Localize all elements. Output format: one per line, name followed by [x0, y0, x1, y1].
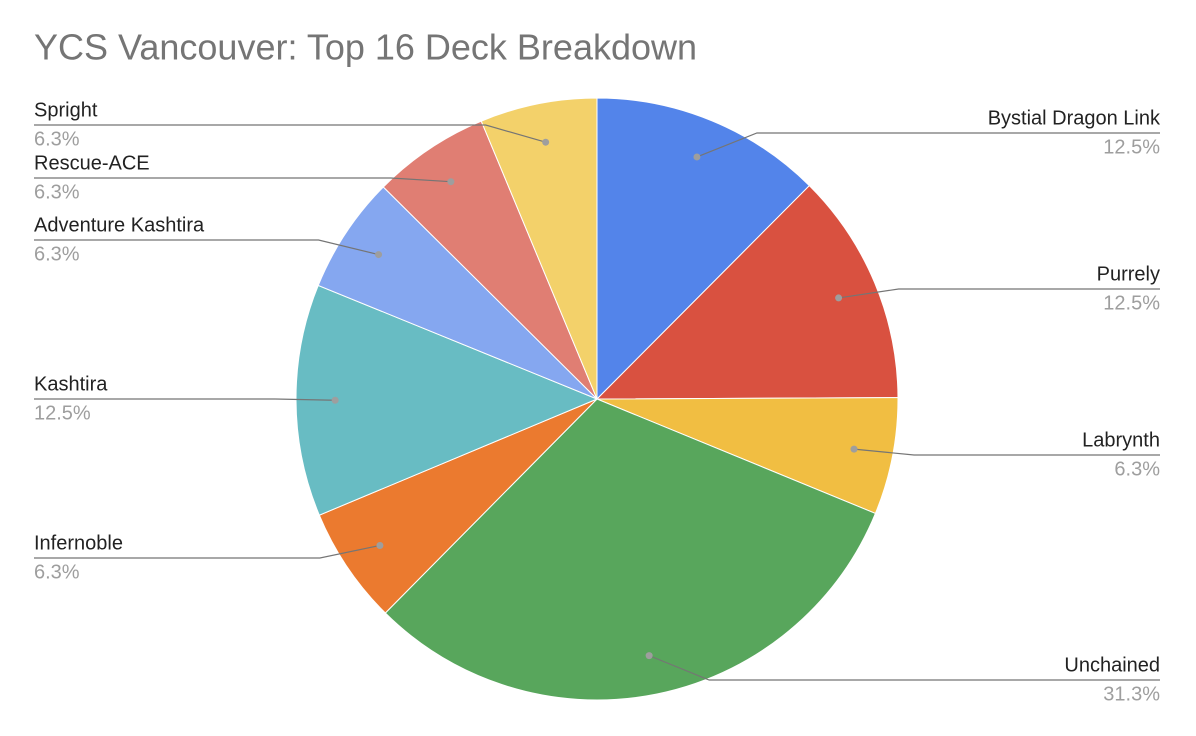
pie-slice: [295, 284, 599, 516]
slice-label: Unchained: [1064, 654, 1160, 676]
leader-line: [648, 655, 1160, 681]
leader-dot: [542, 138, 550, 146]
slice-label: Bystial Dragon Link: [988, 107, 1161, 129]
pie-slice: [480, 97, 598, 400]
leader-line: [34, 177, 451, 183]
value-label: 6.3%: [34, 243, 80, 265]
leader-dot: [376, 541, 384, 549]
pie-slice: [318, 398, 598, 614]
pie-slice: [596, 397, 899, 515]
slice-label: Labrynth: [1082, 429, 1160, 451]
leader-line: [34, 398, 336, 401]
slice-label: Infernoble: [34, 532, 123, 554]
leader-line: [853, 448, 1160, 456]
pie-slice: [382, 120, 598, 400]
leader-dot: [693, 153, 701, 161]
leader-dot: [835, 294, 843, 302]
slice-label: Kashtira: [34, 373, 108, 395]
value-label: 12.5%: [1103, 136, 1160, 158]
value-label: 6.3%: [34, 128, 80, 150]
value-label: 6.3%: [1114, 458, 1160, 480]
slice-label: Rescue-ACE: [34, 152, 150, 174]
leader-line: [34, 544, 381, 559]
slice-label: Spright: [34, 99, 98, 121]
value-label: 6.3%: [34, 181, 80, 203]
value-label: 12.5%: [34, 402, 91, 424]
leader-dot: [850, 445, 858, 453]
pie-slice: [317, 186, 598, 400]
pie-slice: [596, 97, 811, 401]
pie-slice: [384, 398, 877, 701]
leader-dot: [447, 178, 455, 186]
leader-dot: [645, 652, 653, 660]
slice-label: Purrely: [1097, 263, 1160, 285]
value-label: 12.5%: [1103, 292, 1160, 314]
leader-line: [838, 288, 1160, 299]
leader-line: [696, 132, 1160, 158]
pie-slice: [595, 184, 899, 400]
leader-dot: [375, 251, 383, 259]
value-label: 31.3%: [1103, 683, 1160, 705]
leader-line: [34, 239, 379, 256]
leader-line: [34, 124, 546, 143]
leader-dot: [331, 396, 339, 404]
chart-title: YCS Vancouver: Top 16 Deck Breakdown: [34, 27, 697, 68]
slice-label: Adventure Kashtira: [34, 214, 205, 236]
value-label: 6.3%: [34, 561, 80, 583]
